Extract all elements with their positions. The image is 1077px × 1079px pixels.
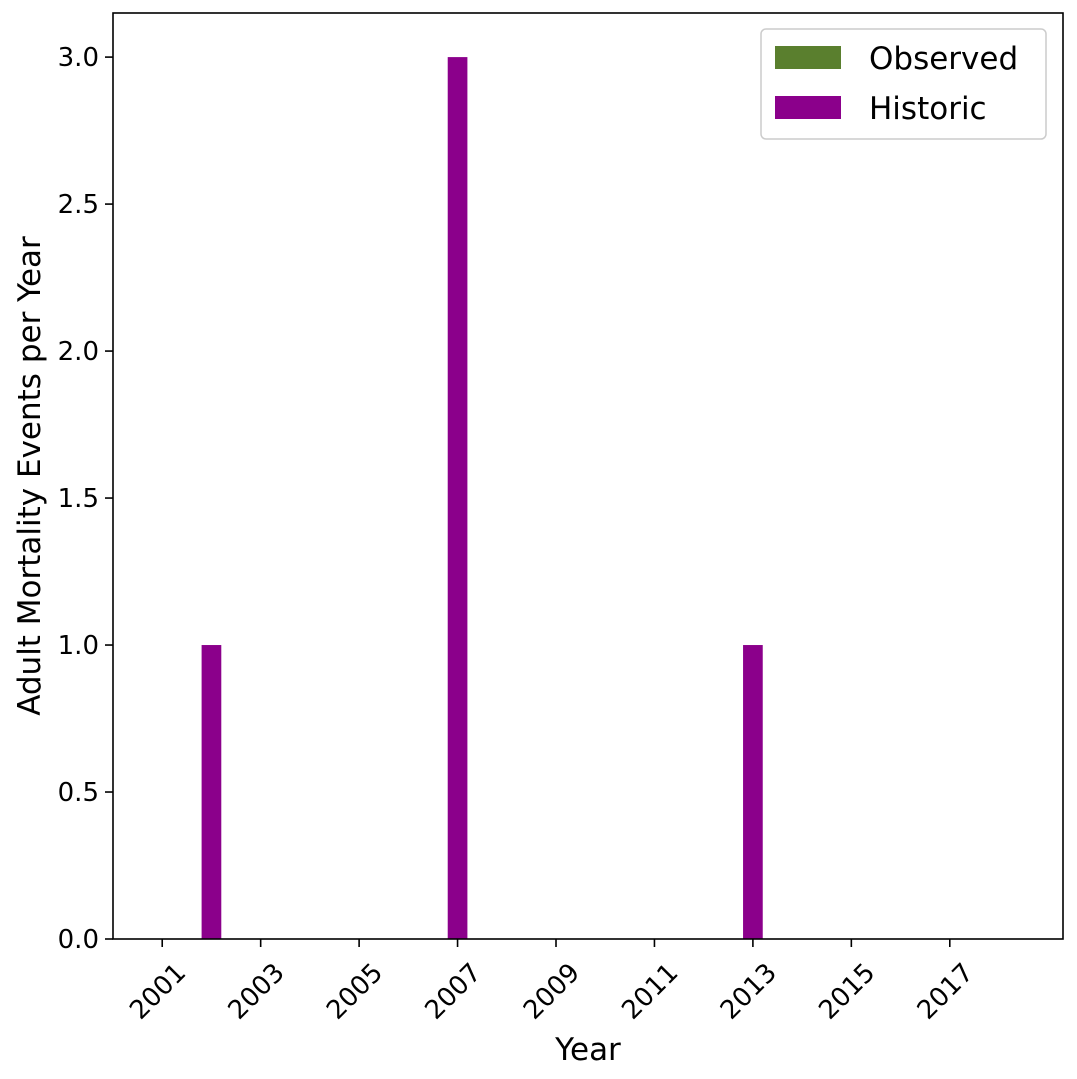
legend-swatch-observed xyxy=(775,46,841,69)
plot-frame xyxy=(112,12,1064,940)
y-axis-title: Adult Mortality Events per Year xyxy=(12,236,48,716)
y-axis-ticks: 0.0 0.5 1.0 1.5 2.0 2.5 3.0 xyxy=(58,43,113,955)
legend-label-observed: Observed xyxy=(869,41,1018,77)
bar-historic-2007 xyxy=(447,57,468,940)
y-tick-label: 3.0 xyxy=(58,43,99,73)
x-axis-title: Year xyxy=(554,1032,621,1068)
y-tick-label: 0.0 xyxy=(58,925,99,955)
y-tick-label: 2.5 xyxy=(58,190,99,220)
legend: Observed Historic xyxy=(760,28,1047,140)
y-tick-label: 0.5 xyxy=(58,778,99,808)
legend-label-historic: Historic xyxy=(869,91,987,127)
bar-historic-2002 xyxy=(201,645,222,939)
y-tick-label: 1.0 xyxy=(58,631,99,661)
plot-area xyxy=(113,13,1063,939)
legend-swatch-historic xyxy=(775,96,841,119)
y-tick-label: 1.5 xyxy=(58,484,99,514)
bars-layer xyxy=(201,57,763,940)
y-tick-label: 2.0 xyxy=(58,337,99,367)
bar-historic-2013 xyxy=(743,645,763,939)
